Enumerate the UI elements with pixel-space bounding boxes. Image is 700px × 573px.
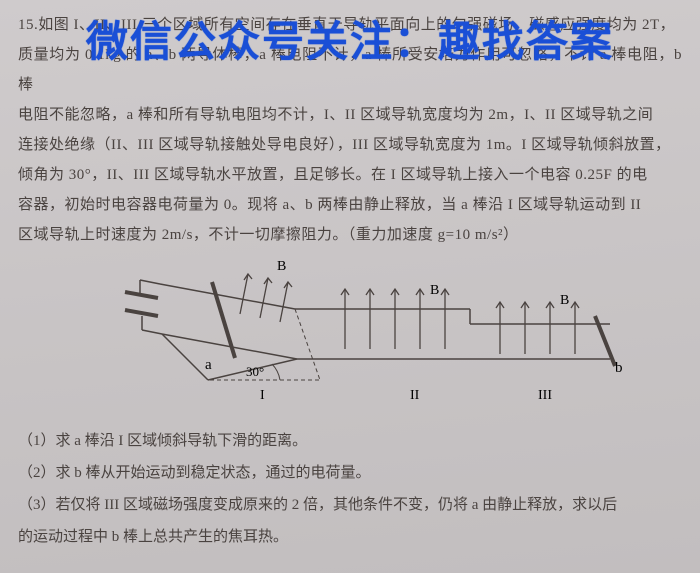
question-1: （1）求 a 棒沿 I 区域倾斜导轨下滑的距离。 xyxy=(18,425,682,457)
label-B-2: B xyxy=(430,283,439,298)
text-line-7: 区域导轨上时速度为 2m/s，不计一切摩擦阻力。（重力加速度 g=10 m/s²… xyxy=(18,227,519,243)
text-line-5: 倾角为 30°，II、III 区域导轨水平放置，且足够长。在 I 区域导轨上接入… xyxy=(18,167,648,183)
angle-label: 30° xyxy=(246,364,264,379)
label-b: b xyxy=(615,360,623,376)
text-line-6: 容器，初始时电容器电荷量为 0。现将 a、b 两棒由静止释放，当 a 棒沿 I … xyxy=(18,197,641,213)
text-line-2: 质量均为 0.1kg 的 a、b 两导体棒，a 棒电阻不计，a 棒所受安培力作用… xyxy=(18,47,682,93)
question-3-line2: 的运动过程中 b 棒上总共产生的焦耳热。 xyxy=(18,521,682,553)
text-line-1: 如图 I、II、III 三个区域所有空间存在垂直于导轨平面向上的匀强磁场，磁感应… xyxy=(38,17,675,33)
question-2: （2）求 b 棒从开始运动到稳定状态，通过的电荷量。 xyxy=(18,457,682,489)
problem-number: 15. xyxy=(18,17,38,33)
problem-text: 15.如图 I、II、III 三个区域所有空间存在垂直于导轨平面向上的匀强磁场，… xyxy=(18,10,682,250)
page: 15.如图 I、II、III 三个区域所有空间存在垂直于导轨平面向上的匀强磁场，… xyxy=(0,0,700,573)
label-region-3: III xyxy=(538,388,552,403)
question-3-line1: （3）若仅将 III 区域磁场强度变成原来的 2 倍，其他条件不变，仍将 a 由… xyxy=(18,489,682,521)
label-B-1: B xyxy=(277,259,286,274)
label-region-2: II xyxy=(410,388,420,403)
label-region-1: I xyxy=(260,388,265,403)
label-B-3: B xyxy=(560,293,569,308)
text-line-3: 电阻不能忽略，a 棒和所有导轨电阻均不计，I、II 区域导轨宽度均为 2m，I、… xyxy=(18,107,653,123)
label-a: a xyxy=(205,357,212,373)
questions-block: （1）求 a 棒沿 I 区域倾斜导轨下滑的距离。 （2）求 b 棒从开始运动到稳… xyxy=(18,425,682,553)
text-line-4: 连接处绝缘（II、III 区域导轨接触处导电良好），III 区域导轨宽度为 1m… xyxy=(18,137,671,153)
circuit-diagram: B B B a b 30° I II III xyxy=(70,254,630,419)
